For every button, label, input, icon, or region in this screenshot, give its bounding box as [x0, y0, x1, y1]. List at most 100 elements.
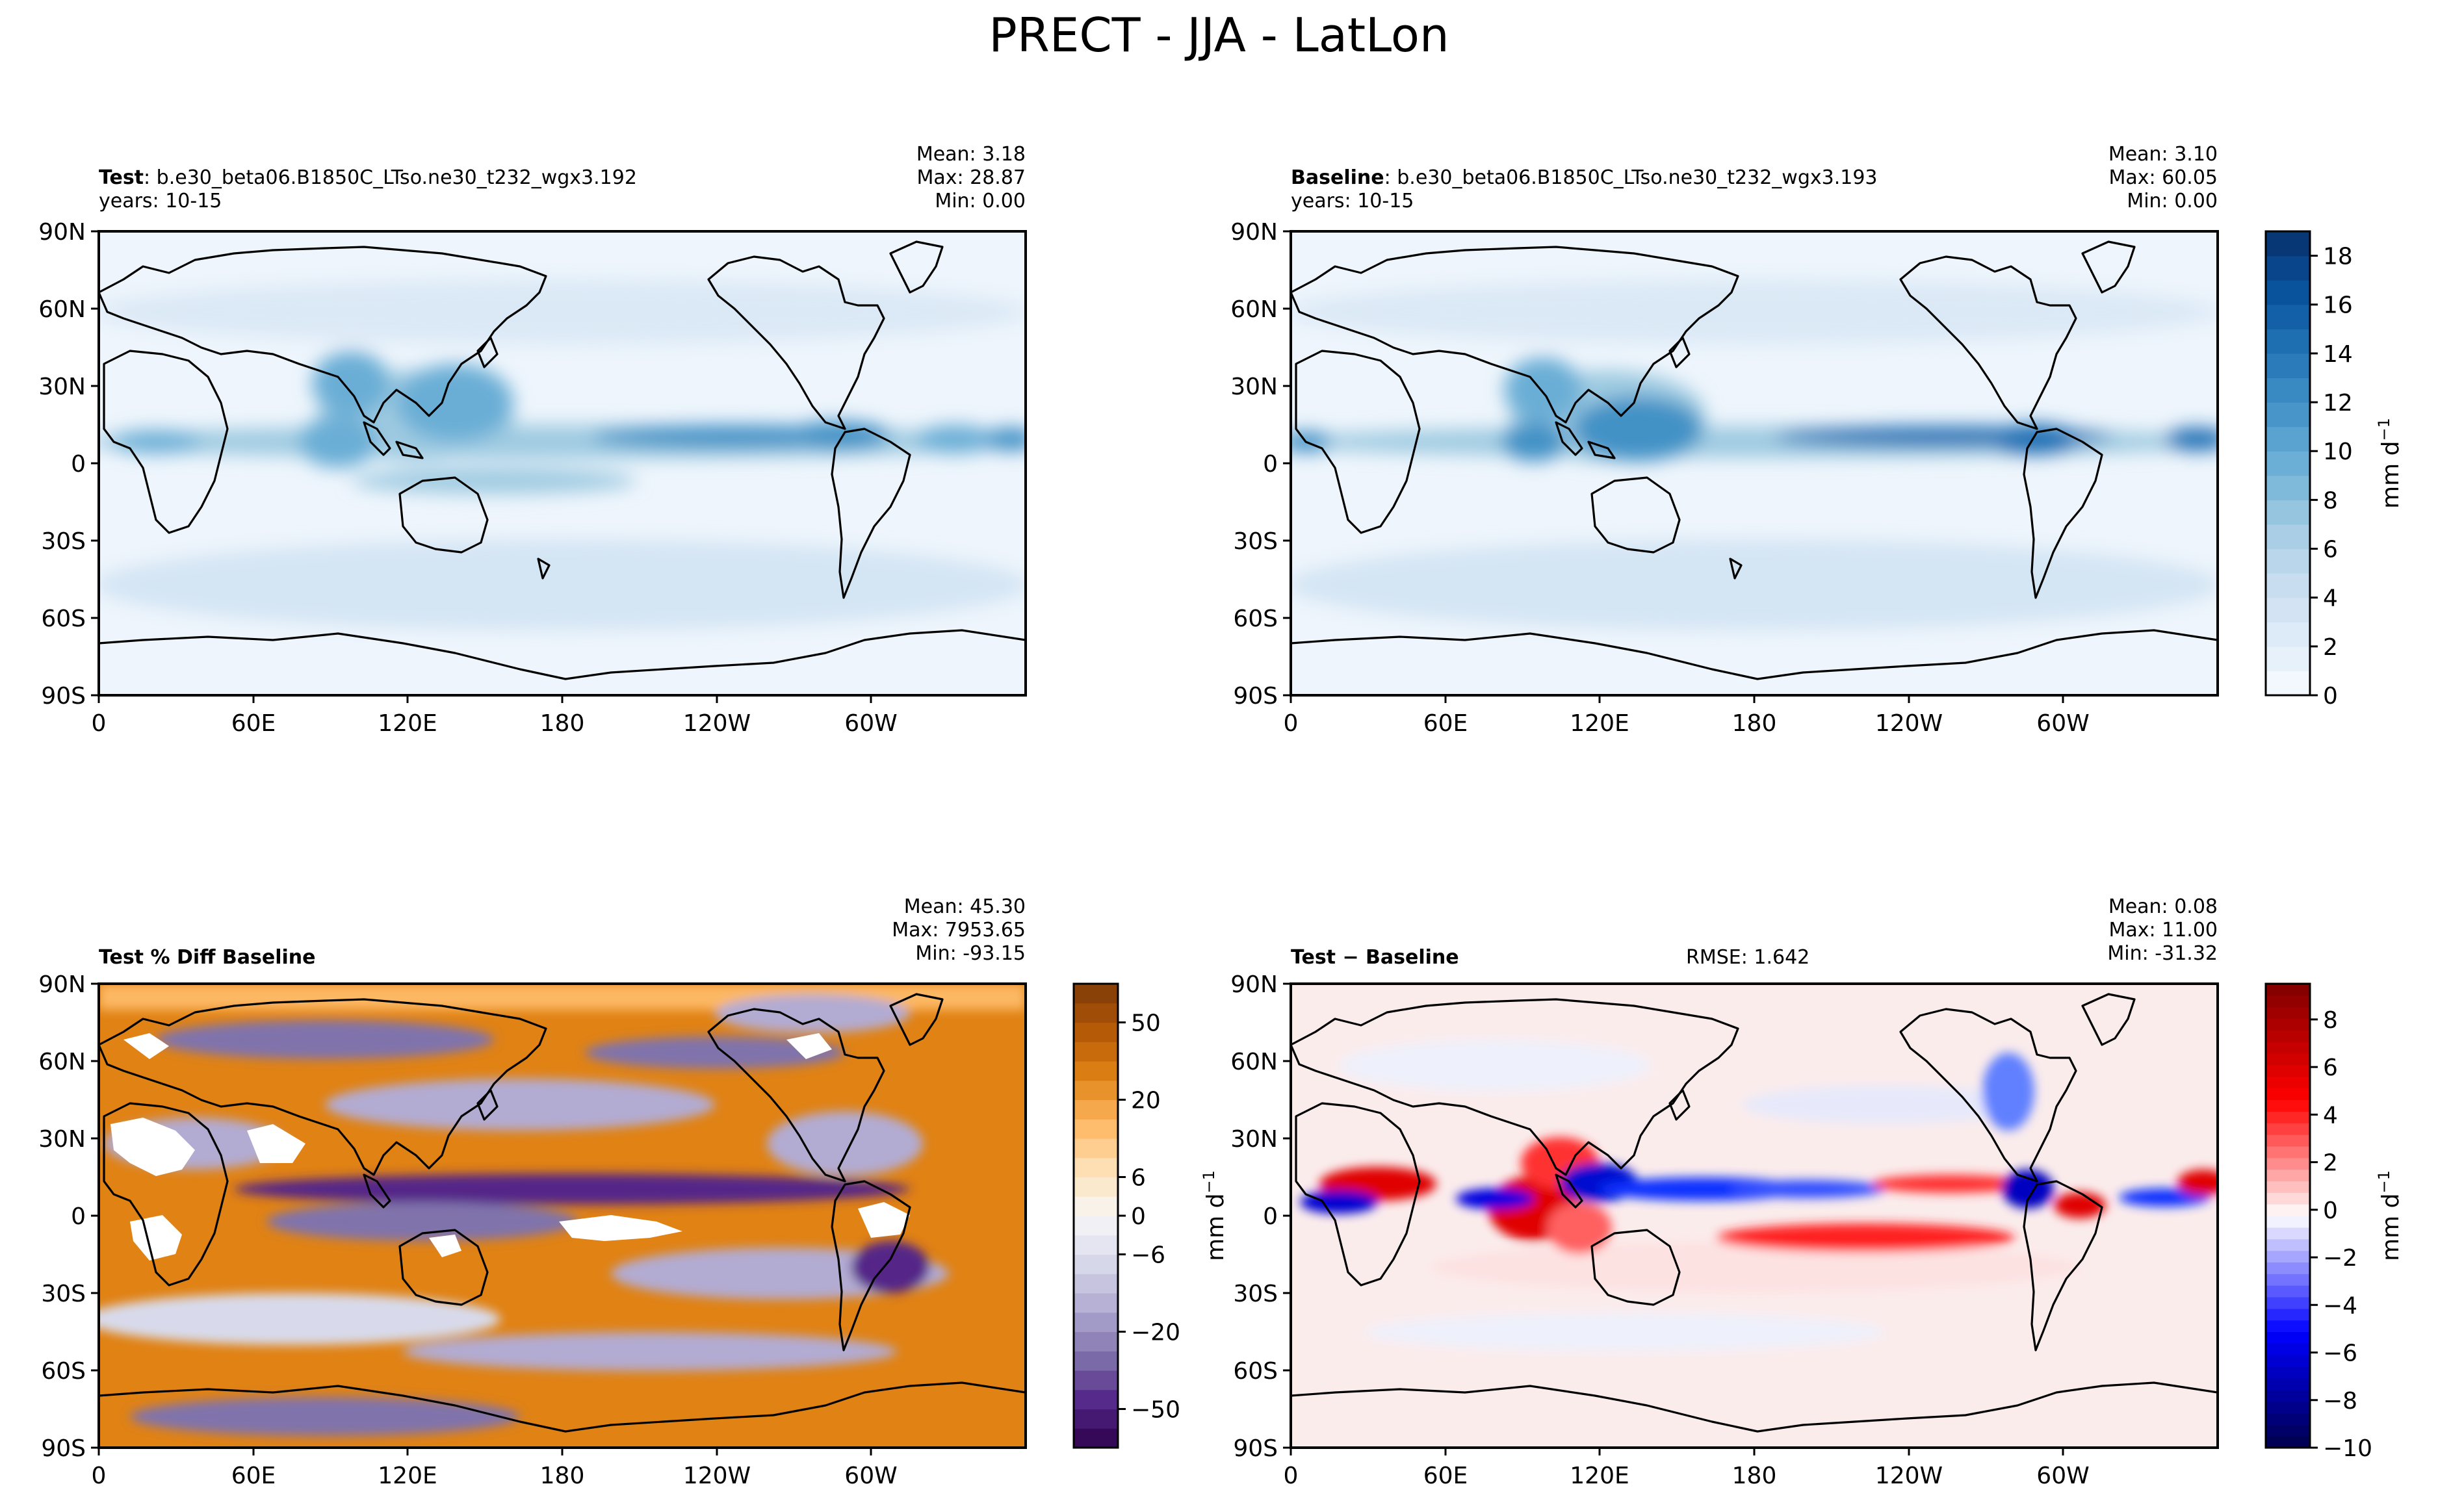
colorbar-puor-band	[1074, 1003, 1118, 1023]
panel-baseline-xlabels: 0 60E 120E 180 120W 60W	[1284, 710, 2090, 737]
colorbar-seismic-band	[2266, 1250, 2310, 1262]
colorbar-puor-band	[1074, 1177, 1118, 1197]
colorbar-seismic-band	[2266, 1377, 2310, 1390]
tick-label: 30N	[38, 374, 86, 400]
stat-max: Max: 11.00	[2108, 919, 2218, 942]
panel-diff-ylabels: 90N 60N 30N 0 30S 60S 90S	[1230, 971, 1278, 1462]
colorbar-puor-tick-label: 20	[1131, 1088, 1161, 1114]
panel-diff: 90N 60N 30N 0 30S 60S 90S 0 60E 120E 180…	[1200, 971, 2219, 1489]
colorbar-seismic-band	[2266, 1111, 2310, 1123]
colorbar-puor-band	[1074, 1080, 1118, 1101]
colorbar-seismic-tick-label: 4	[2323, 1102, 2338, 1129]
tick-label: 30S	[1233, 528, 1278, 555]
panel-diff-ylabel: mm d−1	[1200, 1170, 1229, 1261]
colorbar-seismic-band	[2266, 1320, 2310, 1333]
colorbar-puor-band	[1074, 1389, 1118, 1410]
panel-pct-diff-title: Test % Diff Baseline	[99, 946, 316, 969]
colorbar-seismic-band	[2266, 1146, 2310, 1159]
panel-test-title-text: : b.e30_beta06.B1850C_LTso.ne30_t232_wgx…	[144, 166, 637, 189]
colorbar-seismic-band	[2266, 1030, 2310, 1042]
colorbar-blues: 0 2 4 6 8 10 12 14 16 18 mm d−1	[2264, 230, 2404, 710]
tick-label: 60W	[844, 710, 897, 737]
tick-label: 30S	[1233, 1281, 1278, 1307]
stat-mean: Mean: 45.30	[903, 895, 1026, 918]
colorbar-blues-label: mm d−1	[2375, 418, 2404, 509]
colorbar-puor-band	[1074, 1428, 1118, 1448]
colorbar-puor-band	[1074, 1022, 1118, 1042]
panel-test-xticks	[97, 695, 872, 703]
colorbar-blues-tick-label: 18	[2323, 244, 2353, 270]
stat-mean: Mean: 3.10	[2108, 143, 2218, 166]
tick-label: 90S	[1233, 1435, 1278, 1462]
colorbar-puor-band	[1074, 1312, 1118, 1333]
stat-min: Min: -31.32	[2107, 942, 2218, 965]
colorbar-blues-band	[2266, 280, 2310, 305]
colorbar-puor-band	[1074, 1274, 1118, 1294]
tick-label: 30N	[1230, 374, 1278, 400]
tick-label: 120E	[1570, 1463, 1629, 1489]
colorbar-seismic-tick-label: −8	[2323, 1388, 2357, 1415]
colorbar-puor-ticks: 50 20 6 0 −6 −20 −50	[1118, 1010, 1180, 1424]
colorbar-seismic: 8 6 4 2 0 −2 −4 −6 −8 −10 mm d−1	[2264, 982, 2404, 1462]
colorbar-puor-tick-label: 50	[1131, 1010, 1161, 1037]
colorbar-blues-band	[2266, 646, 2310, 672]
colorbar-puor-band	[1074, 1370, 1118, 1390]
panel-diff-field	[1291, 984, 2218, 1448]
tick-label: 90S	[41, 1435, 86, 1462]
colorbar-puor-tick-label: 6	[1131, 1165, 1146, 1192]
colorbar-blues-bands	[2266, 231, 2310, 696]
colorbar-puor-band	[1074, 1196, 1118, 1216]
panel-baseline-ylabels: 90N 60N 30N 0 30S 60S 90S	[1230, 219, 1278, 710]
colorbar-blues-tick-label: 2	[2323, 634, 2338, 661]
colorbar-blues-tick-label: 10	[2323, 439, 2353, 465]
colorbar-blues-tick-label: 12	[2323, 390, 2353, 416]
colorbar-seismic-band	[2266, 995, 2310, 1008]
panel-diff-yticks	[1283, 982, 1291, 1449]
colorbar-blues-band	[2266, 329, 2310, 354]
tick-label: 0	[92, 1463, 107, 1489]
colorbar-puor-band	[1074, 1042, 1118, 1062]
stat-max: Max: 7953.65	[892, 919, 1026, 942]
colorbar-seismic-band	[2266, 1006, 2310, 1019]
colorbar-blues-band	[2266, 402, 2310, 428]
tick-label: 60N	[38, 1049, 86, 1075]
colorbar-seismic-band	[2266, 1401, 2310, 1414]
panel-pct-diff-ylabels: 90N 60N 30N 0 30S 60S 90S	[38, 971, 86, 1462]
colorbar-puor-bands	[1074, 984, 1118, 1448]
colorbar-seismic-band	[2266, 1274, 2310, 1286]
panel-baseline-title: Baseline: b.e30_beta06.B1850C_LTso.ne30_…	[1291, 166, 1878, 213]
colorbar-seismic-band	[2266, 1424, 2310, 1437]
tick-label: 60S	[41, 1358, 86, 1385]
colorbar-puor-tick-label: −20	[1131, 1320, 1180, 1346]
tick-label: 180	[1732, 710, 1777, 737]
panel-diff-title: Test − Baseline	[1291, 946, 1459, 969]
colorbar-blues-band	[2266, 597, 2310, 622]
colorbar-puor-tick-label: −6	[1131, 1242, 1165, 1269]
panel-pct-diff-xticks	[97, 1448, 872, 1455]
tick-label: 60E	[1423, 1463, 1468, 1489]
panel-pct-diff-stats: Mean: 45.30 Max: 7953.65 Min: -93.15	[892, 895, 1026, 966]
panel-baseline-title-text: : b.e30_beta06.B1850C_LTso.ne30_t232_wgx…	[1384, 166, 1878, 189]
tick-label: 120E	[1570, 710, 1629, 737]
colorbar-seismic-band	[2266, 1296, 2310, 1309]
tick-label: 180	[540, 710, 585, 737]
colorbar-blues-band	[2266, 524, 2310, 550]
colorbar-blues-band	[2266, 671, 2310, 696]
tick-label: 120W	[1875, 1463, 1943, 1489]
tick-label: 90S	[1233, 683, 1278, 710]
colorbar-puor-band	[1074, 1119, 1118, 1139]
colorbar-puor-band	[1074, 1254, 1118, 1274]
tick-label: 30N	[1230, 1126, 1278, 1153]
colorbar-seismic-band	[2266, 1064, 2310, 1077]
panel-baseline-field	[1291, 231, 2218, 695]
panel-baseline-title-bold: Baseline	[1291, 166, 1384, 189]
colorbar-seismic-band	[2266, 1134, 2310, 1147]
colorbar-seismic-band	[2266, 1285, 2310, 1298]
colorbar-seismic-band	[2266, 1308, 2310, 1321]
colorbar-blues-band	[2266, 475, 2310, 500]
colorbar-seismic-band	[2266, 984, 2310, 996]
colorbar-seismic-band	[2266, 1238, 2310, 1251]
colorbar-puor: 50 20 6 0 −6 −20 −50	[1072, 982, 1180, 1449]
stat-mean: Mean: 0.08	[2108, 895, 2218, 918]
